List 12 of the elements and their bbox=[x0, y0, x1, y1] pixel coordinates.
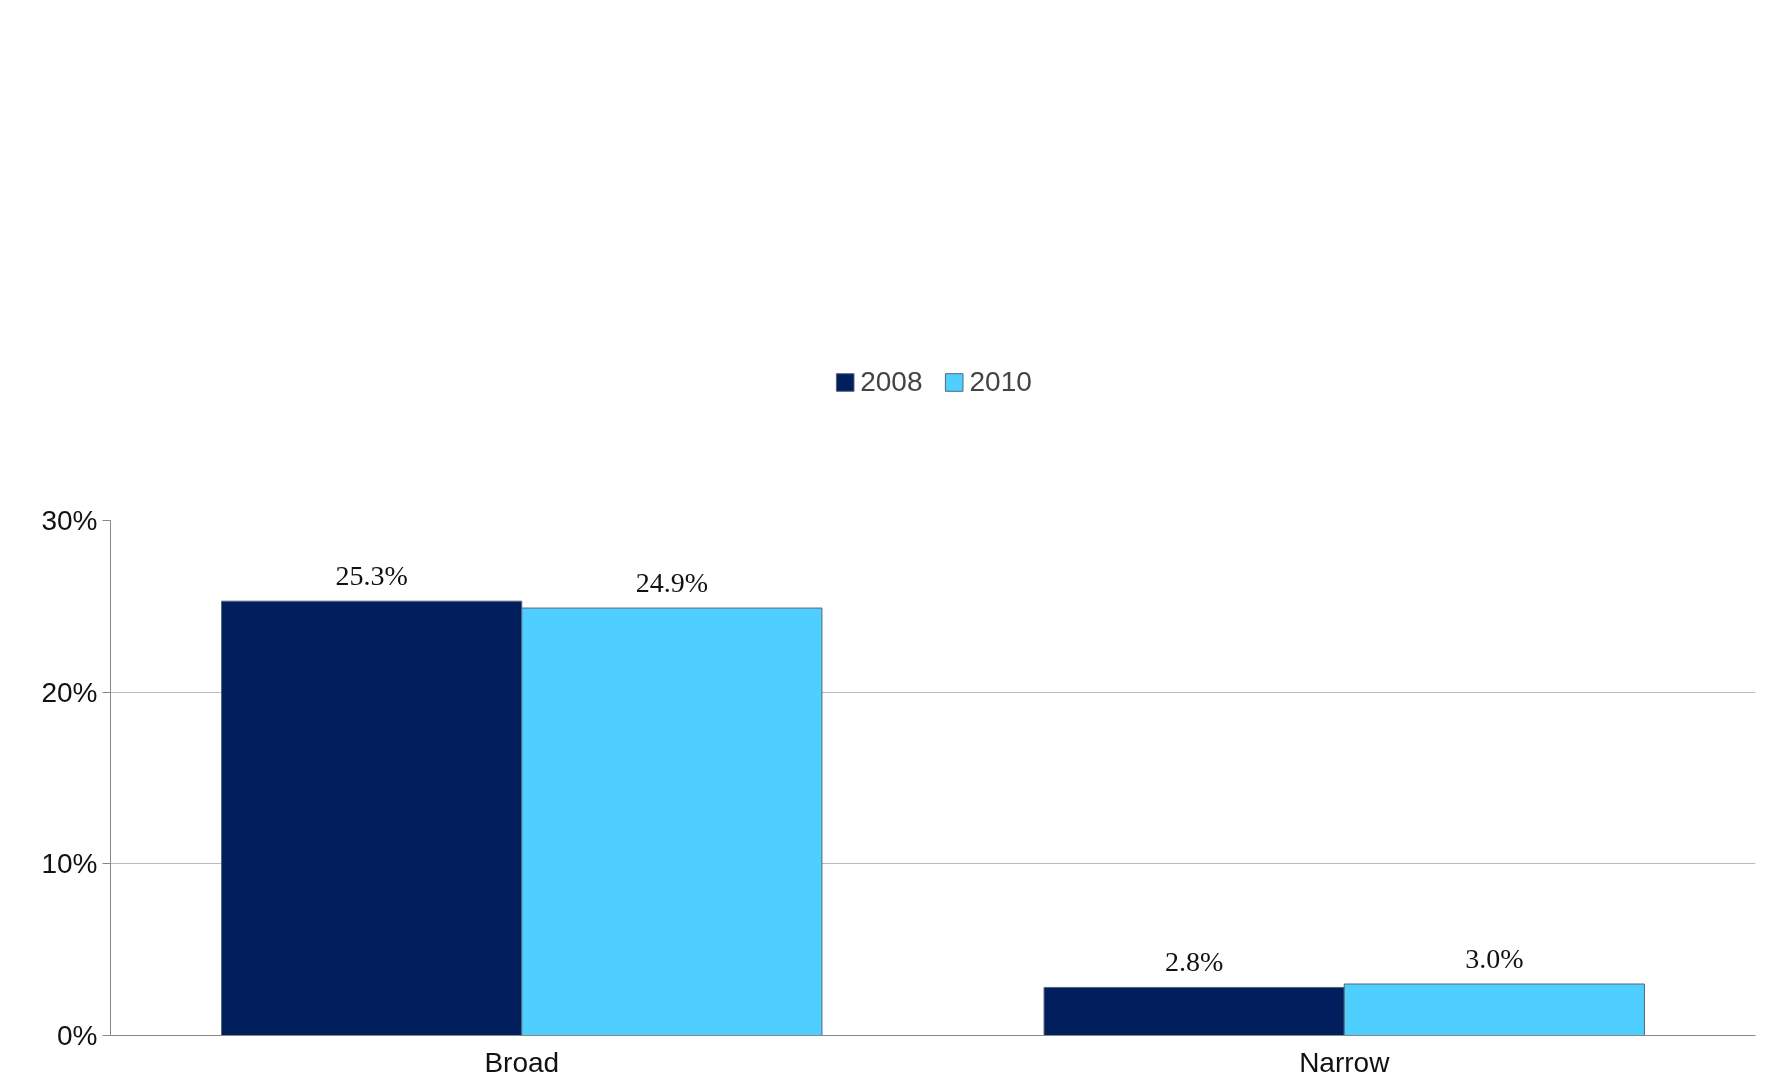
y-tick-label: 20% bbox=[41, 676, 98, 708]
data-label: 25.3% bbox=[335, 560, 408, 592]
legend-label: 2008 bbox=[860, 366, 923, 398]
data-label: 24.9% bbox=[635, 567, 709, 599]
data-label: 3.0% bbox=[1465, 943, 1524, 974]
y-tick-label: 10% bbox=[41, 848, 98, 880]
y-tick-label: 0% bbox=[57, 1020, 98, 1051]
x-tick-label: Broad bbox=[484, 1046, 560, 1078]
data-label: 2.8% bbox=[1164, 946, 1224, 978]
legend-label: 2010 bbox=[969, 366, 1032, 398]
y-tick-label: 30% bbox=[41, 505, 98, 536]
x-tick-label: Narrow bbox=[1299, 1046, 1391, 1078]
